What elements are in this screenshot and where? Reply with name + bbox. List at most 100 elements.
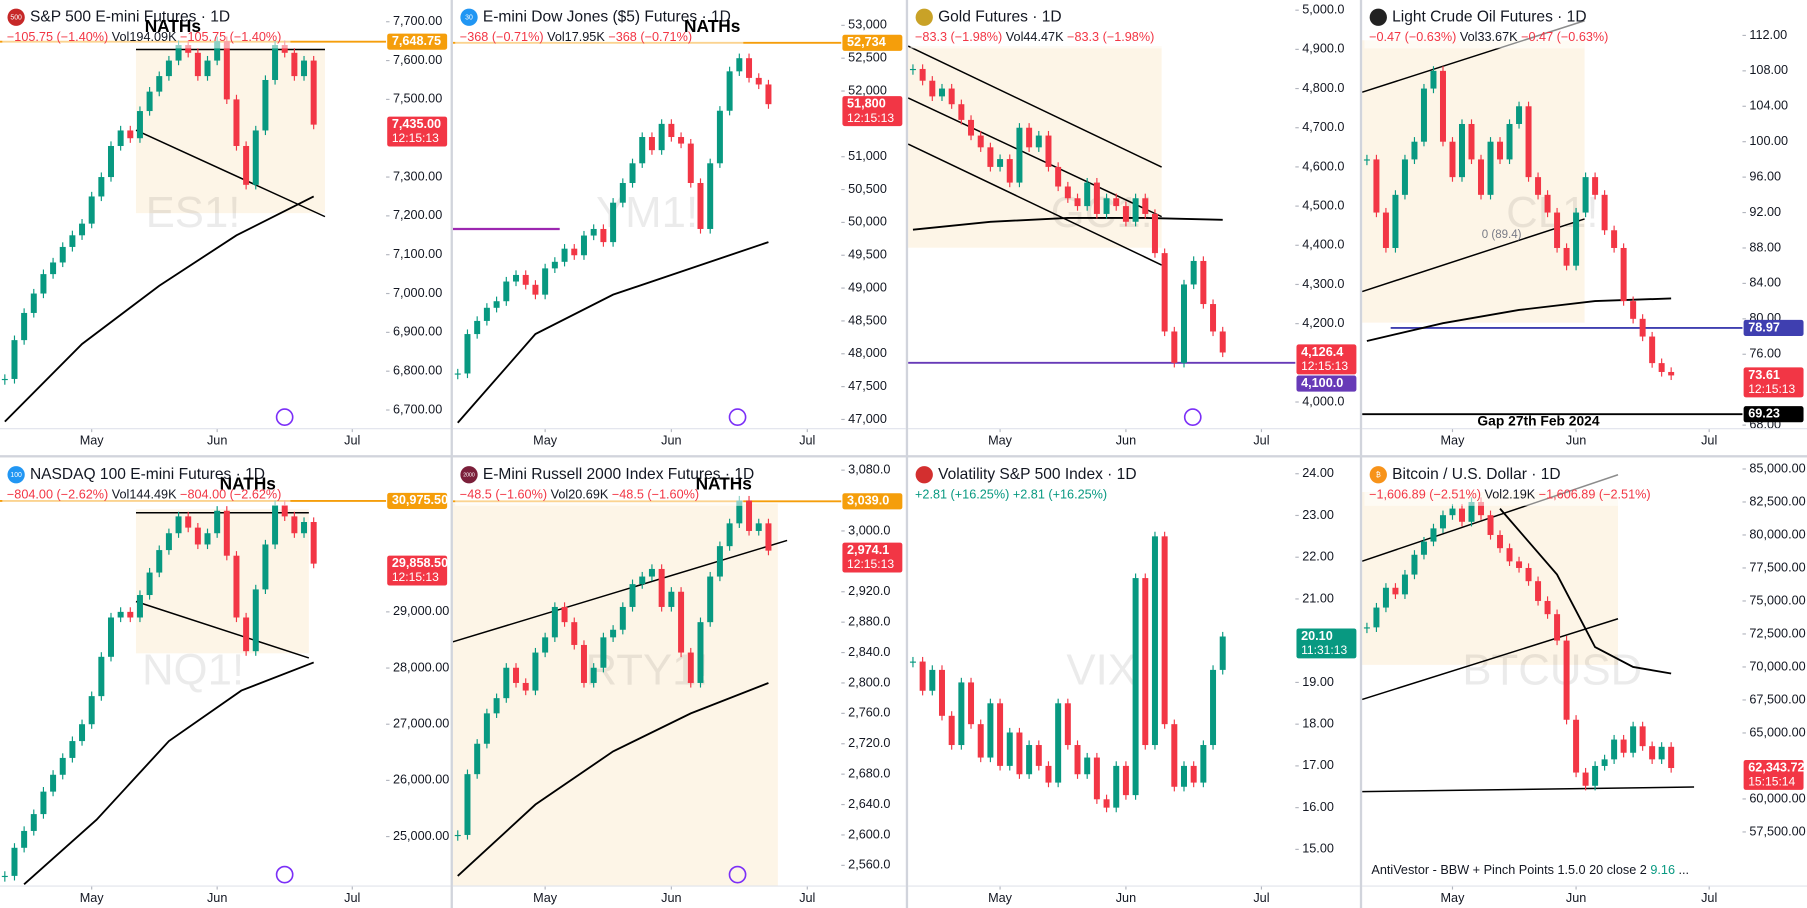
moving-average — [457, 241, 769, 424]
y-tick-label: 53,000 — [848, 18, 887, 32]
panel-separator — [0, 455, 1807, 458]
price-tag-label: 51,800 — [847, 97, 886, 111]
change-line: −0.47 (−0.63%) Vol33.67K −0.47 (−0.63%) — [1369, 30, 1608, 44]
y-tick-label: 100.00 — [1749, 134, 1788, 148]
go-to-realtime-button[interactable] — [728, 408, 747, 426]
y-tick-label: 80,000.00 — [1749, 527, 1805, 541]
go-to-realtime-button[interactable] — [275, 408, 294, 426]
annotation: NATHs — [696, 474, 752, 494]
annotation: Gap 27th Feb 2024 — [1477, 412, 1599, 428]
go-to-realtime-button[interactable] — [728, 865, 747, 884]
chart-title: Volatility S&P 500 Index · 1D — [938, 466, 1136, 483]
trend-line — [907, 45, 1162, 168]
candle — [503, 281, 510, 302]
y-tick-label: 75,000.00 — [1749, 593, 1805, 607]
candle — [1190, 260, 1197, 285]
y-tick-label: 65,000.00 — [1749, 725, 1805, 739]
candle — [117, 611, 124, 618]
price-change: −48.5 (−1.60%) — [460, 488, 547, 502]
candle — [1064, 186, 1071, 199]
candle — [185, 45, 192, 53]
trend-line — [1361, 618, 1619, 701]
candle — [1601, 194, 1608, 231]
candle — [1006, 159, 1013, 183]
candle — [156, 76, 163, 92]
symbol-icon-text: 500 — [10, 15, 22, 22]
y-tick-label: 2,760.0 — [848, 706, 890, 720]
y-tick-label: 50,000 — [848, 215, 887, 229]
candle — [561, 606, 568, 623]
price-tag-label: 2,974.1 — [847, 543, 889, 557]
y-tick-label: 2,720.0 — [848, 736, 890, 750]
price-change: −83.3 (−1.98%) — [1067, 30, 1154, 44]
go-to-realtime-button[interactable] — [1183, 408, 1202, 426]
candle — [1525, 567, 1532, 582]
candle — [214, 510, 221, 534]
x-tick-label: May — [533, 891, 558, 905]
candle — [1, 875, 8, 878]
candle — [736, 500, 743, 524]
candle — [929, 669, 936, 691]
header-backdrop — [2, 462, 291, 506]
indicator-more: ... — [1679, 863, 1690, 877]
price-tag-label: 4,126.4 — [1301, 345, 1343, 359]
candle — [522, 682, 529, 691]
candle — [1592, 765, 1599, 786]
candle — [610, 629, 617, 638]
y-tick-label: 26,000.00 — [393, 773, 449, 787]
moving-average — [4, 195, 315, 423]
candle — [98, 177, 105, 197]
y-tick-label: 2,640.0 — [848, 797, 890, 811]
candle — [1171, 331, 1178, 363]
trend-line — [1361, 218, 1585, 293]
candle — [1392, 587, 1399, 595]
x-tick-label: Jul — [344, 891, 360, 905]
price-tag-timer: 12:15:13 — [1301, 359, 1348, 373]
price-change: −1,606.89 (−2.51%) — [1539, 488, 1651, 502]
chart-panel: VIX 15.00 16.00 17.00 18.00 19.00 21.00 22.00 23… — [908, 457, 1360, 908]
header-backdrop — [910, 4, 1199, 49]
y-tick-label: 2,920.0 — [848, 584, 890, 598]
indicator-legend: AntiVestor - BBW + Pinch Points 1.5.0 20… — [1371, 863, 1689, 877]
candle — [1181, 284, 1187, 363]
candle — [687, 143, 694, 183]
header-backdrop — [2, 4, 291, 49]
candle — [301, 60, 308, 77]
candle — [1219, 636, 1226, 670]
y-tick-label: 49,500 — [848, 248, 887, 262]
candle — [291, 52, 298, 77]
candle — [658, 123, 665, 151]
candle — [1055, 703, 1062, 783]
price-tag — [1296, 344, 1357, 375]
candle — [1487, 515, 1494, 535]
candle — [1630, 301, 1637, 319]
candle — [272, 505, 279, 545]
watermark: VIX — [1066, 645, 1137, 694]
chart-panel: ES1! 6,700.00 6,800.00 6,900.00 7,000.00 7,10… — [0, 0, 451, 456]
y-tick-label: 50,500 — [848, 182, 887, 196]
candle — [1392, 194, 1399, 248]
price-tag — [1296, 375, 1357, 392]
candle — [185, 516, 192, 528]
go-to-realtime-button[interactable] — [275, 865, 294, 884]
candle — [1535, 177, 1542, 195]
trend-line — [135, 129, 326, 218]
change-line: −804.00 (−2.62%) Vol144.49K −804.00 (−2.… — [7, 488, 281, 502]
candle — [1103, 799, 1110, 808]
candle — [678, 137, 685, 144]
candle — [532, 284, 539, 295]
chart-title: E-mini Dow Jones ($5) Futures · 1D — [483, 8, 731, 25]
candle — [678, 591, 685, 653]
candle — [1181, 765, 1187, 787]
candle — [1573, 212, 1580, 266]
candle — [136, 595, 143, 618]
candle — [1373, 159, 1380, 213]
candle — [88, 696, 95, 725]
change-line: −1,606.89 (−2.51%) Vol2.19K −1,606.89 (−… — [1369, 488, 1651, 502]
y-tick-label: 76.00 — [1749, 347, 1781, 361]
candle — [1035, 135, 1042, 148]
panel-separator — [450, 0, 453, 908]
y-tick-label: 67,500.00 — [1749, 692, 1805, 706]
price-tag — [387, 33, 448, 50]
candle — [987, 703, 994, 758]
